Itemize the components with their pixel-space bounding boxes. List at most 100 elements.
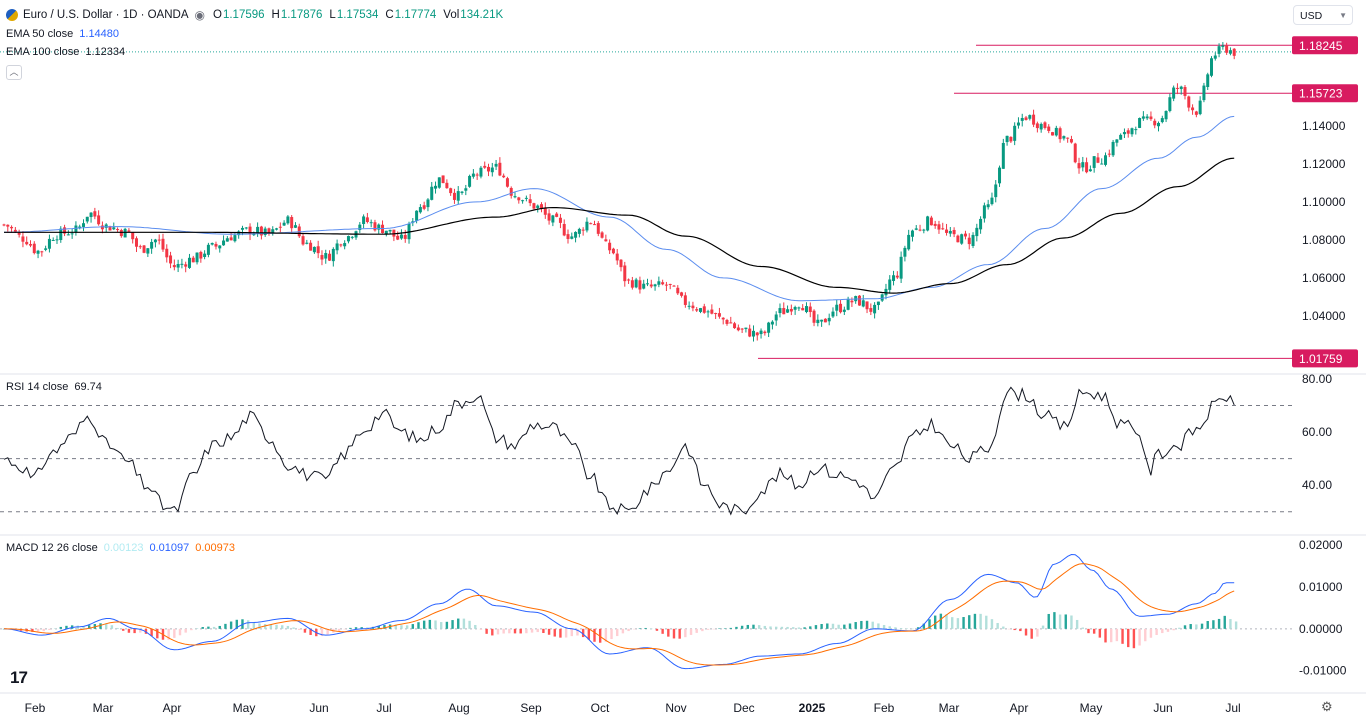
candle-body [396,235,400,240]
macd-histogram-bar [525,628,528,634]
macd-tick-label: 0.01000 [1299,580,1343,594]
rsi-legend[interactable]: RSI 14 close 69.74 [6,381,102,393]
candle-body [577,228,581,234]
candle-body [2,224,6,226]
macd-histogram-bar [269,624,273,629]
candle-body [998,167,1002,184]
candle-body [570,236,574,239]
currency-select[interactable]: USD ▼ [1293,5,1353,25]
candle-body [256,226,260,233]
candle-body [1005,135,1009,143]
macd-histogram-bar [985,615,988,629]
candle-body [13,229,17,232]
macd-signal-value: 0.00973 [195,542,236,554]
collapse-legend-icon[interactable]: ︿ [6,65,22,80]
candle-body [555,213,559,217]
ema100-value: 1.12334 [85,46,126,58]
candle-body [835,304,839,311]
horizontal-levels[interactable]: 1.18245 1.15723 1.01759 [0,36,1358,368]
ema50-legend[interactable]: EMA 50 close 1.14480 [6,28,119,40]
macd-histogram-bar [661,628,664,634]
rsi-pane[interactable] [0,386,1292,516]
candle-body [513,196,517,198]
candle-body [490,167,494,173]
candle-body [1179,86,1183,90]
macd-histogram-bar [809,626,812,629]
macd-histogram-bar [780,626,784,629]
macd-histogram-bar [133,628,136,634]
macd-histogram-bar [1212,620,1215,629]
candle-body [176,264,180,268]
macd-histogram-bar [916,627,920,629]
macd-histogram-bar [195,628,199,629]
candle-body [922,229,926,231]
candle-body [44,248,48,250]
macd-histogram-bar [405,625,409,629]
candle-body [994,184,998,198]
candle-body [430,186,434,200]
macd-histogram-bar [82,626,85,629]
macd-histogram-bar [343,628,346,630]
candle-body [910,230,914,237]
macd-histogram-bar [1104,628,1107,643]
candle-body [55,239,59,241]
candle-body [733,323,737,329]
candle-body [778,308,782,314]
candle-body [203,253,207,257]
macd-histogram-bar [1183,625,1187,629]
candle-body [876,301,880,306]
candle-body [286,216,290,224]
macd-histogram-bar [672,628,676,639]
macd-histogram-bar [530,628,534,633]
macd-histogram-bar [996,623,999,629]
candle-body [275,228,279,230]
candle-body [17,232,21,235]
candlestick-series[interactable] [2,42,1236,342]
macd-legend[interactable]: MACD 12 26 close 0.00123 0.01097 0.00973 [6,542,235,554]
tradingview-logo[interactable]: 17 [10,668,28,687]
candle-body [437,177,441,188]
macd-pane[interactable] [0,553,1292,670]
macd-histogram-bar [207,626,210,629]
candle-body [797,307,801,309]
candle-body [596,223,600,234]
macd-histogram-bar [706,628,710,630]
macd-histogram-bar [428,619,432,629]
candle-body [1051,132,1055,136]
candle-body [759,330,763,335]
candle-body [774,314,778,321]
candle-body [945,229,949,233]
eye-icon[interactable]: ◉ [194,8,205,22]
symbol-title[interactable]: Euro / U.S. Dollar · 1D · OANDA [23,9,189,21]
macd-histogram-bar [1019,628,1022,632]
candle-body [369,222,373,224]
macd-histogram-bar [1058,614,1062,629]
macd-histogram-bar [485,628,488,634]
candle-body [1141,116,1145,119]
time-tick-label: Nov [665,701,686,715]
candle-body [1119,134,1123,140]
macd-histogram-bar [792,627,795,629]
symbol-header[interactable]: Euro / U.S. Dollar · 1D · OANDA ◉ O 1.175… [6,8,510,22]
macd-histogram-bar [559,628,562,638]
candle-body [850,300,854,303]
macd-tick-label: 0.00000 [1299,622,1343,636]
macd-histogram-bar [281,625,284,629]
candle-body [763,331,767,334]
macd-histogram-bar [689,628,693,635]
gear-icon[interactable]: ⚙ [1321,699,1333,714]
candle-body [1206,74,1210,88]
macd-line-value: 0.01097 [149,542,190,554]
candle-body [460,191,464,193]
macd-histogram-bar [871,621,874,629]
ema100-legend[interactable]: EMA 100 close 1.12334 [6,46,125,58]
macd-histogram-bar [383,625,386,629]
candle-body [623,265,627,282]
price-tick-label: 1.08000 [1302,233,1346,247]
candle-body [1062,136,1066,139]
candle-body [676,287,680,294]
candle-body [975,227,979,237]
candle-body [941,228,945,230]
macd-histogram-bar [1121,628,1124,644]
